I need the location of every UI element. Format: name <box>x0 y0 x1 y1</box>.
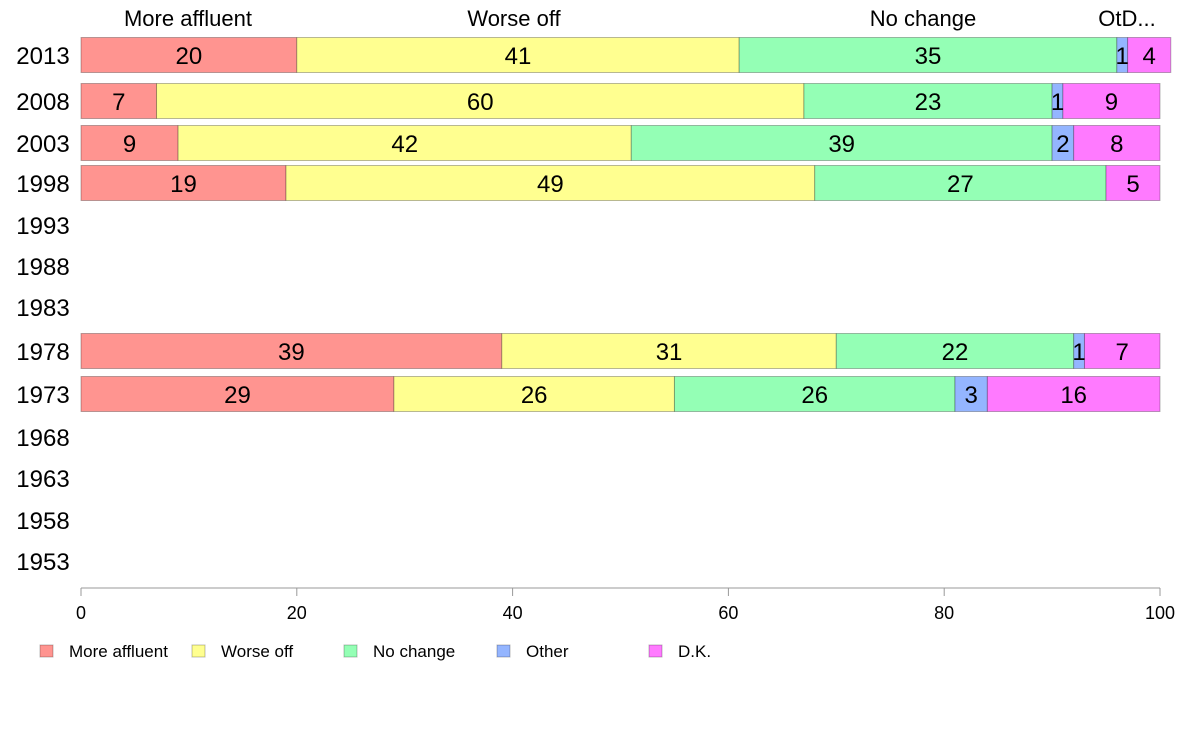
bar-value-label: 1 <box>1051 89 1064 116</box>
column-header: No change <box>870 6 976 31</box>
year-label: 1953 <box>16 549 69 576</box>
bar-value-label: 4 <box>1143 43 1156 70</box>
bar-value-label: 20 <box>176 43 203 70</box>
bar-segment <box>1083 333 1161 369</box>
bar-segment <box>393 376 675 412</box>
legend-swatch <box>39 644 54 658</box>
legend-swatch <box>648 644 663 658</box>
x-tick-label: 40 <box>503 603 523 623</box>
bar-segment <box>80 165 287 201</box>
year-labels: 2013 2008 2003 1998 1993 1988 1983 1978 1973 1968… <box>16 43 69 576</box>
bar-value-label: 29 <box>224 382 251 409</box>
bar-segment <box>1105 165 1161 201</box>
bar-value-label: 1 <box>1116 43 1129 70</box>
year-label: 1988 <box>16 254 69 281</box>
bar-segment <box>1127 37 1172 73</box>
legend-label: No change <box>373 642 455 661</box>
bar-segment <box>80 376 395 412</box>
bar-value-label: 1 <box>1072 339 1085 366</box>
x-tick-label: 60 <box>718 603 738 623</box>
legend-label: Other <box>526 642 569 661</box>
bar-segment <box>80 333 503 369</box>
year-label: 1983 <box>16 295 69 322</box>
year-label: 1958 <box>16 508 69 535</box>
column-header: More affluent <box>124 6 252 31</box>
legend-label: D.K. <box>678 642 711 661</box>
bar-segment <box>814 165 1107 201</box>
year-label: 1963 <box>16 466 69 493</box>
column-header: OtD... <box>1098 6 1155 31</box>
bar-segment <box>954 376 988 412</box>
legend: More affluent Worse off No change Other D.K. <box>39 642 711 661</box>
bar-value-label: 27 <box>947 171 974 198</box>
column-headers: More affluent Worse off No change OtD... <box>124 6 1156 31</box>
bar-segment <box>1073 125 1161 161</box>
x-tick-label: 0 <box>76 603 86 623</box>
bar-value-label: 9 <box>1105 89 1118 116</box>
legend-swatch <box>191 644 206 658</box>
bar-segment <box>1062 83 1161 119</box>
bar-value-label: 39 <box>278 339 305 366</box>
bar-value-label: 16 <box>1060 382 1087 409</box>
bar-value-label: 60 <box>467 89 494 116</box>
bar-value-label: 26 <box>801 382 828 409</box>
bar-value-label: 19 <box>170 171 197 198</box>
bar-value-label: 35 <box>915 43 942 70</box>
x-tick-label: 80 <box>934 603 954 623</box>
bar-value-label: 22 <box>942 339 969 366</box>
year-label: 2003 <box>16 131 69 158</box>
bar-segment <box>80 83 158 119</box>
year-label: 2008 <box>16 89 69 116</box>
bar-value-label: 42 <box>391 131 418 158</box>
x-axis: 0 20 40 60 80 100 <box>76 587 1175 623</box>
bar-value-label: 8 <box>1110 131 1123 158</box>
legend-label: Worse off <box>221 642 293 661</box>
year-label: 1978 <box>16 339 69 366</box>
bar-value-label: 41 <box>505 43 532 70</box>
bar-value-label: 31 <box>656 339 683 366</box>
legend-swatch <box>343 644 358 658</box>
bar-segment <box>80 37 298 73</box>
year-label: 1973 <box>16 382 69 409</box>
bar-segment <box>80 125 179 161</box>
bar-segment <box>835 333 1075 369</box>
bar-value-label: 2 <box>1056 131 1069 158</box>
year-label: 1998 <box>16 171 69 198</box>
bar-value-label: 7 <box>1116 339 1129 366</box>
bar-segment <box>630 125 1053 161</box>
x-tick-label: 100 <box>1145 603 1175 623</box>
bar-segment <box>285 165 816 201</box>
year-label: 1993 <box>16 213 69 240</box>
bar-value-label: 9 <box>123 131 136 158</box>
bar-value-label: 5 <box>1126 171 1139 198</box>
bar-value-label: 26 <box>521 382 548 409</box>
year-label: 1968 <box>16 425 69 452</box>
legend-swatch <box>496 644 511 658</box>
legend-label: More affluent <box>69 642 168 661</box>
bar-segment <box>673 376 956 412</box>
year-label: 2013 <box>16 43 69 70</box>
bar-segment <box>986 376 1161 412</box>
bar-value-label: 23 <box>915 89 942 116</box>
bar-segment <box>803 83 1053 119</box>
bar-segment <box>296 37 740 73</box>
bar-segment <box>1051 125 1075 161</box>
column-header: Worse off <box>467 6 561 31</box>
bar-segment <box>738 37 1118 73</box>
bar-segment <box>156 83 805 119</box>
bars: 20 41 35 1 47 60 23 1 99 42 39 2 819 49 27 539 31 22 1 729 2… <box>80 37 1172 412</box>
bar-value-label: 3 <box>964 382 977 409</box>
bar-value-label: 39 <box>828 131 855 158</box>
bar-value-label: 7 <box>112 89 125 116</box>
bar-value-label: 49 <box>537 171 564 198</box>
x-tick-label: 20 <box>287 603 307 623</box>
